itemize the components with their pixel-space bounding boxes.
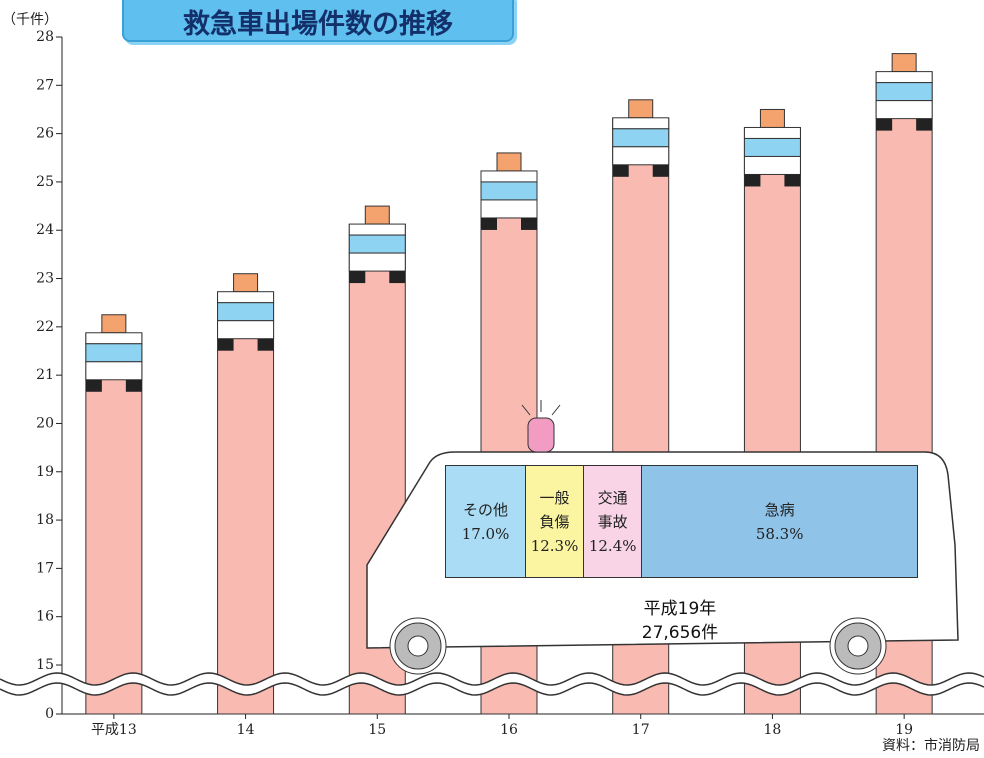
inset-segment: 急病 58.3% — [642, 466, 917, 577]
wheel — [784, 174, 801, 187]
car-siren — [527, 417, 555, 453]
y-tick-label: 20 — [36, 415, 54, 431]
segment-value-label: 17.0% — [461, 524, 510, 543]
y-tick-label: 23 — [36, 271, 54, 287]
window — [875, 100, 933, 120]
roof — [743, 126, 801, 139]
roof — [348, 223, 406, 236]
x-tick-label: 16 — [500, 722, 518, 738]
x-tick-label: 平成13 — [91, 722, 137, 738]
stripe — [217, 302, 275, 322]
stripe — [612, 128, 670, 148]
roof — [612, 117, 670, 130]
wheel — [389, 271, 406, 284]
chart-title: 救急車出場件数の推移 — [122, 0, 514, 42]
stripe — [480, 181, 538, 201]
y-tick-label: 15 — [36, 657, 54, 673]
inset-segment: 交通事故 12.4% — [583, 466, 643, 577]
y-tick-label: 19 — [36, 464, 54, 480]
y-tick-label: 17 — [36, 560, 54, 576]
segment-label: 急病 — [764, 500, 795, 519]
roof — [85, 332, 143, 345]
siren-ray — [551, 404, 561, 416]
break-line — [0, 672, 984, 686]
inset-bar: その他 17.0% 一般負傷 12.3% 交通事故 12.4% 急病 58.3% — [445, 465, 918, 578]
siren — [628, 99, 654, 119]
wheel — [521, 217, 537, 230]
car-wheel — [407, 635, 429, 657]
y-tick-label: 0 — [45, 706, 54, 722]
siren — [496, 152, 522, 172]
siren — [891, 53, 917, 73]
roof — [480, 170, 538, 183]
window — [743, 155, 801, 175]
segment-label: 一般負傷 — [539, 488, 570, 531]
y-tick-label: 25 — [36, 174, 54, 190]
wheel — [481, 217, 497, 230]
siren — [101, 314, 127, 334]
wheel — [916, 118, 933, 131]
x-tick-label: 19 — [895, 722, 913, 738]
stripe — [85, 343, 143, 363]
segment-label: その他 — [463, 500, 509, 519]
segment-value-label: 12.3% — [530, 536, 579, 555]
y-tick-label: 16 — [36, 609, 54, 625]
x-tick-label: 14 — [237, 722, 255, 738]
break-fill — [0, 673, 984, 695]
segment-label: 交通事故 — [597, 488, 628, 531]
siren-ray — [521, 404, 531, 416]
break-line — [0, 682, 984, 696]
inset-subtitle: 27,656件 — [641, 623, 719, 643]
wheel — [652, 164, 669, 177]
siren — [364, 205, 390, 225]
source: 資料：市消防局 — [882, 737, 980, 754]
wheel — [349, 271, 366, 284]
x-tick-label: 15 — [368, 722, 386, 738]
window — [348, 252, 406, 272]
x-tick-label: 18 — [764, 722, 782, 738]
segment-value-label: 12.4% — [588, 536, 637, 555]
stripe — [743, 137, 801, 157]
car-wheel — [847, 635, 869, 657]
roof — [217, 291, 275, 304]
window — [612, 146, 670, 166]
segment-value-label: 58.3% — [755, 524, 804, 543]
wheel — [257, 338, 274, 351]
unit-label: （千件） — [2, 12, 58, 28]
stripe — [875, 82, 933, 102]
stripe — [348, 234, 406, 254]
y-tick-label: 24 — [36, 222, 54, 238]
inset-title: 平成19年 — [643, 599, 717, 619]
wheel — [876, 118, 893, 131]
wheel — [217, 338, 234, 351]
siren — [759, 108, 785, 128]
roof — [875, 71, 933, 84]
window — [480, 199, 538, 219]
wheel — [125, 379, 142, 392]
y-tick-label: 18 — [36, 512, 54, 528]
y-tick-label: 26 — [36, 126, 54, 142]
window — [85, 361, 143, 381]
y-tick-label: 28 — [36, 29, 54, 45]
wheel — [85, 379, 102, 392]
inset-segment: その他 17.0% — [446, 466, 527, 577]
x-tick-label: 17 — [632, 722, 650, 738]
y-tick-label: 22 — [36, 319, 54, 335]
y-tick-label: 27 — [36, 77, 54, 93]
wheel — [744, 174, 761, 187]
inset-segment: 一般負傷 12.3% — [526, 466, 584, 577]
window — [217, 320, 275, 340]
y-tick-label: 21 — [36, 367, 54, 383]
siren — [233, 273, 259, 293]
wheel — [612, 164, 629, 177]
